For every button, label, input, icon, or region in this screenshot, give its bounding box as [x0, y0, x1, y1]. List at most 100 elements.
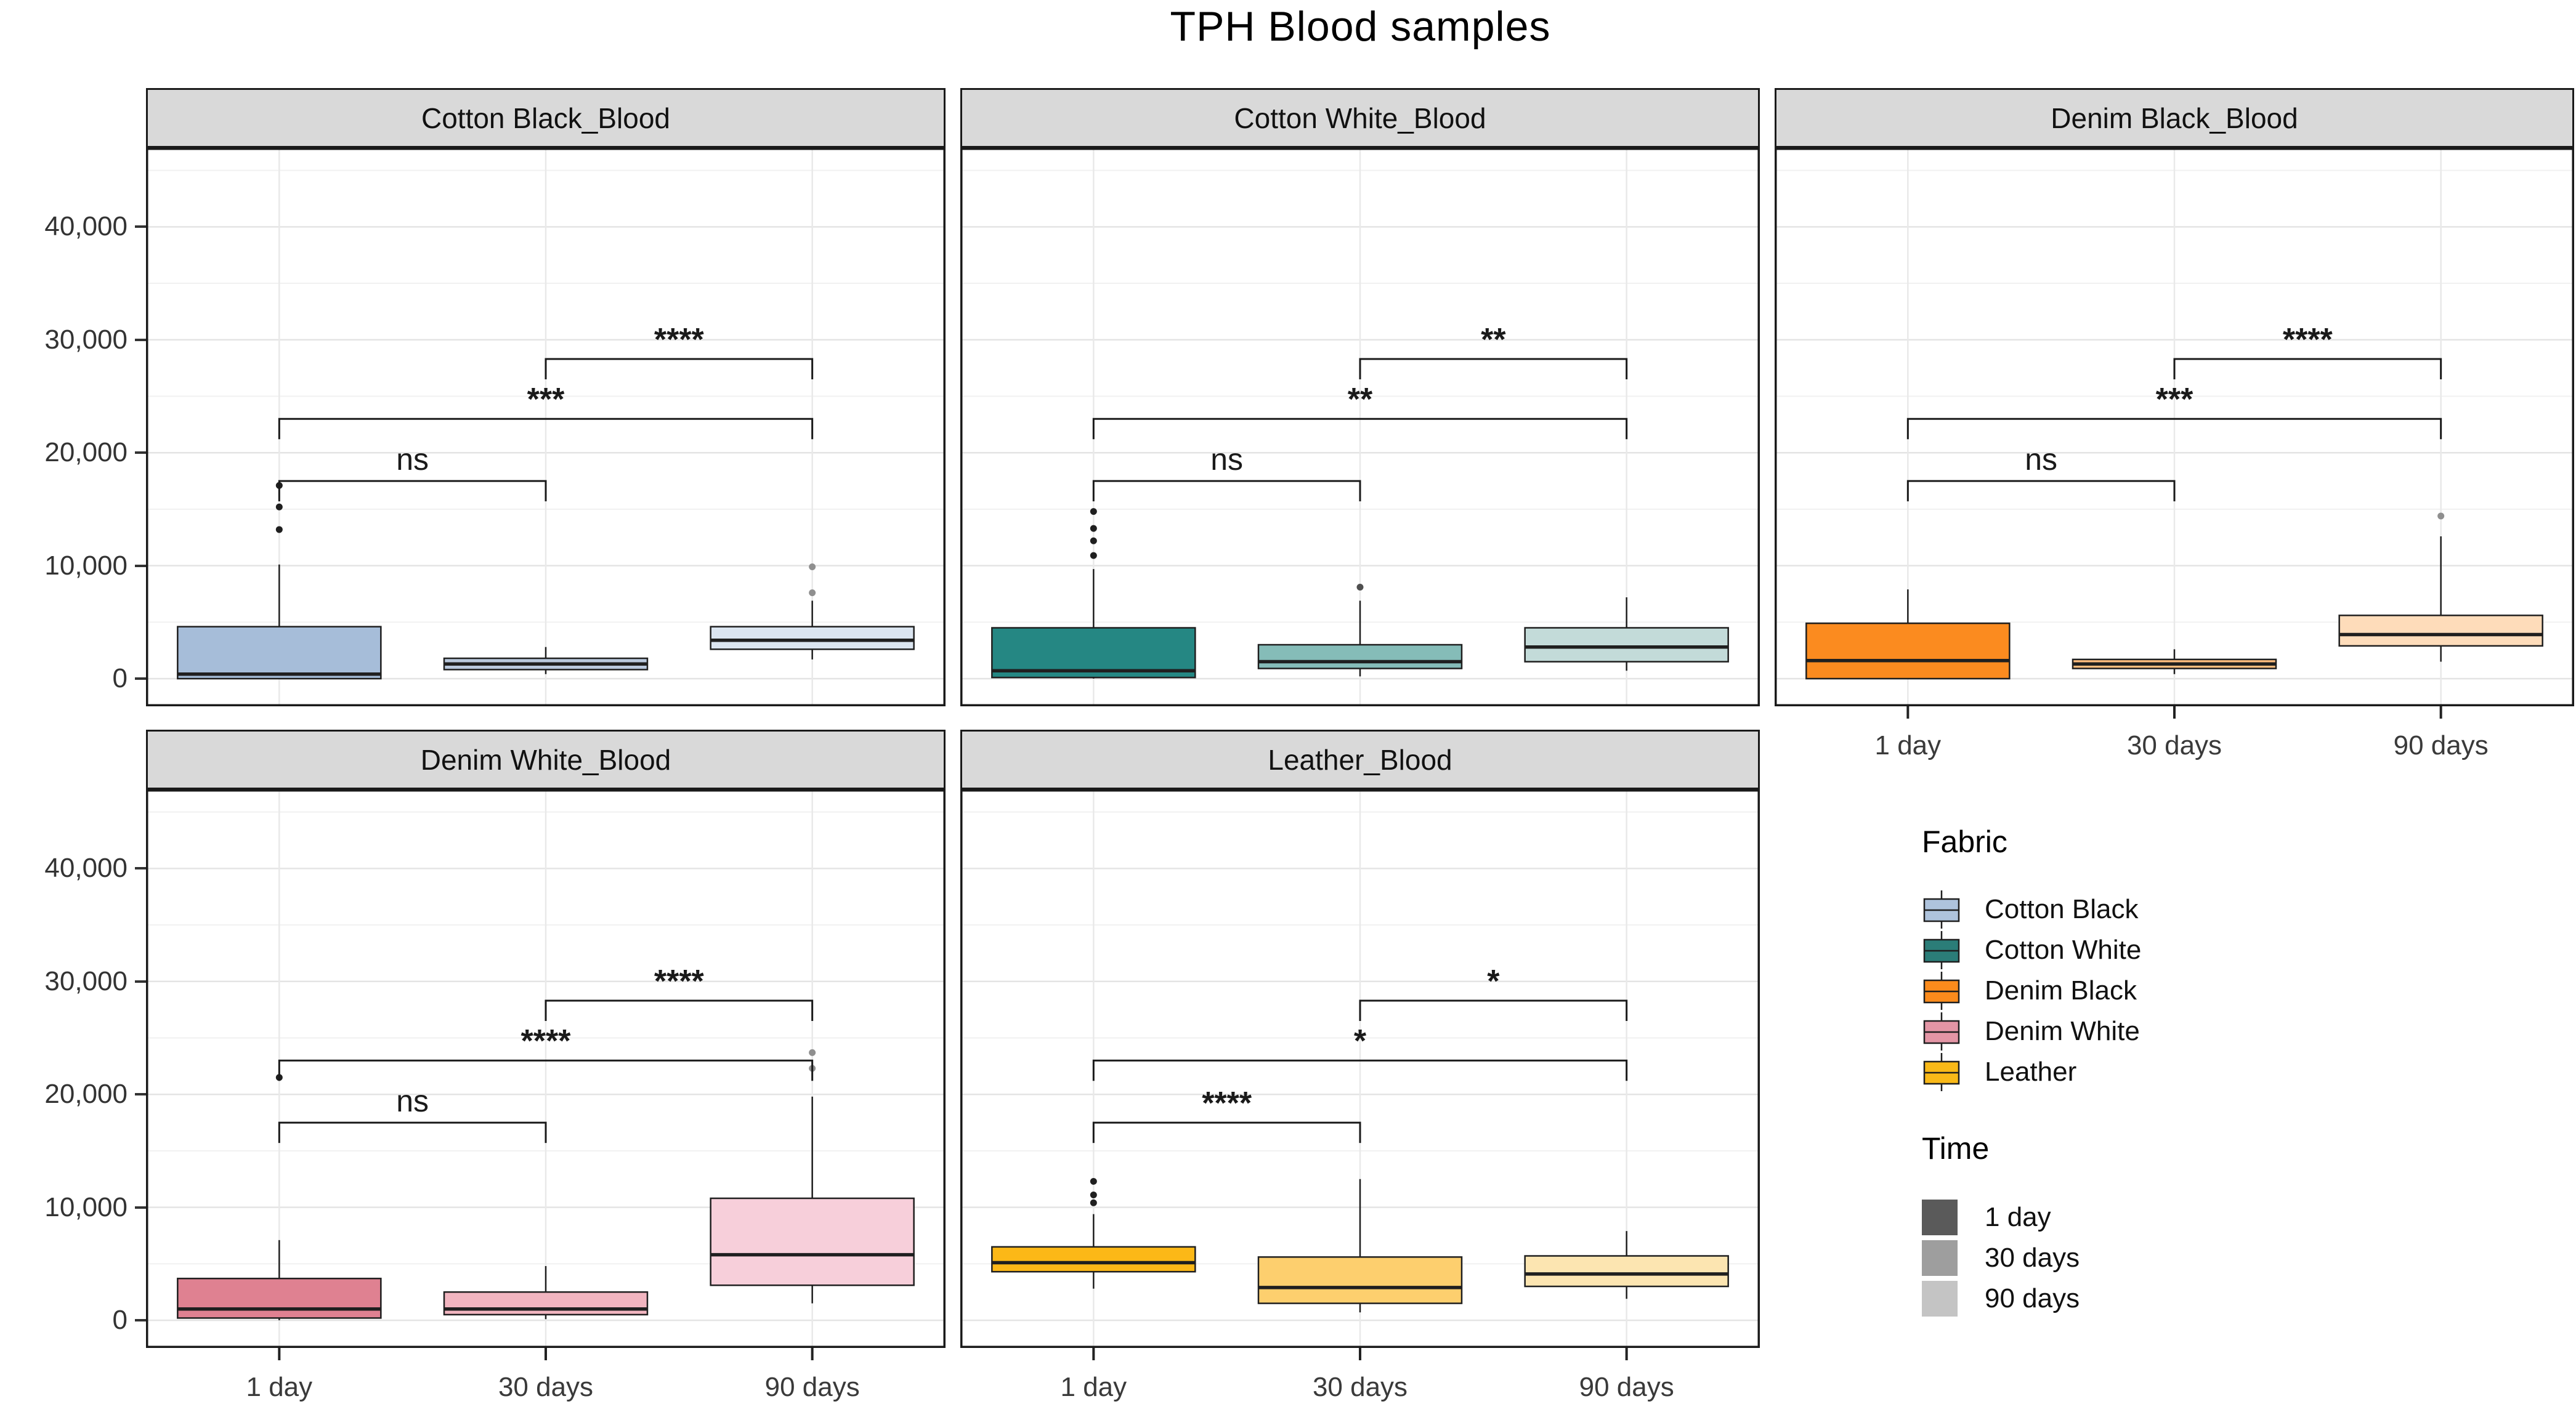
y-axis-tick [135, 1206, 146, 1209]
boxplot-key-icon [1923, 1053, 1960, 1091]
significance-bracket [278, 418, 814, 440]
significance-bracket [1359, 358, 1628, 380]
box [991, 1246, 1196, 1273]
significance-label: **** [654, 964, 705, 999]
y-axis-tick [135, 980, 146, 983]
significance-label: ** [1481, 322, 1506, 358]
x-axis-tick [1359, 1348, 1361, 1360]
facet-strip: Denim Black_Blood [1775, 88, 2574, 148]
facet-strip: Leather_Blood [960, 730, 1760, 789]
x-tick-label: 1 day [1875, 730, 1942, 760]
significance-bracket [1092, 418, 1628, 440]
boxplot-30-days [443, 647, 649, 674]
box [1805, 622, 2011, 680]
significance-label: **** [521, 1023, 572, 1059]
outlier-dot [1090, 552, 1097, 559]
time-swatch-icon [1922, 1240, 1958, 1276]
significance-bracket [1359, 999, 1628, 1022]
outlier-dot [1090, 1177, 1097, 1185]
x-axis-tick [1092, 1348, 1095, 1360]
significance-bracket [545, 999, 814, 1022]
panel-border [146, 789, 946, 1348]
legend-item-denim-black: Denim Black [1922, 970, 2427, 1011]
y-tick-label: 20,000 [44, 1079, 128, 1110]
y-tick-label: 0 [112, 663, 128, 694]
boxplot-30-days [1257, 583, 1463, 677]
legend-item-30-days: 30 days [1922, 1238, 2427, 1278]
legend-item-cotton-black: Cotton Black [1922, 889, 2427, 930]
significance-bracket [545, 358, 814, 380]
outlier-dot [809, 1049, 816, 1056]
boxplot-1-day [991, 508, 1196, 679]
facet-strip: Cotton White_Blood [960, 88, 1760, 148]
y-tick-label: 20,000 [44, 437, 128, 468]
boxplot-90-days [1524, 1231, 1729, 1299]
y-axis-tick [135, 677, 146, 680]
y-axis-tick [135, 1319, 146, 1322]
facet-strip: Denim White_Blood [146, 730, 946, 789]
legend-item-denim-white: Denim White [1922, 1011, 2427, 1052]
significance-label: ns [396, 1084, 429, 1118]
facet-strip-title: Leather_Blood [1268, 743, 1452, 776]
legend-label: Cotton White [1985, 935, 2142, 965]
significance-label: **** [654, 322, 705, 358]
box [710, 1197, 915, 1286]
x-axis-tick [2173, 706, 2176, 719]
boxplot-30-days [2072, 649, 2277, 674]
y-axis-tick [135, 1093, 146, 1096]
y-tick-label: 30,000 [44, 966, 128, 996]
significance-label: ** [1348, 382, 1373, 418]
significance-bracket [1092, 1059, 1628, 1081]
y-axis-tick [135, 867, 146, 870]
legend-label: Denim Black [1985, 975, 2137, 1006]
significance-bracket [1092, 1121, 1361, 1144]
outlier-dot [1090, 508, 1097, 515]
outlier-dot [1356, 583, 1364, 591]
plot-title: TPH Blood samples [1170, 3, 1551, 50]
box [177, 1277, 382, 1319]
facet-strip: Cotton Black_Blood [146, 88, 946, 148]
panel-border [1775, 148, 2574, 706]
boxplot-key-icon [1923, 931, 1960, 969]
significance-label: ns [1210, 442, 1243, 477]
x-tick-label: 90 days [765, 1372, 860, 1402]
legend-item-90-days: 90 days [1922, 1278, 2427, 1319]
y-tick-label: 0 [112, 1305, 128, 1336]
significance-label: * [1487, 964, 1500, 999]
legend-label: 1 day [1985, 1202, 2051, 1232]
x-tick-label: 30 days [498, 1372, 593, 1402]
facet-panel: ns **** **** 1 day 30 days 90 days [146, 789, 946, 1402]
significance-label: ns [396, 442, 429, 477]
significance-label: *** [527, 382, 565, 418]
legend-label: 30 days [1985, 1243, 2080, 1273]
outlier-dot [2437, 512, 2445, 520]
outlier-dot [1090, 537, 1097, 544]
facet-panel: ns ** ** [960, 148, 1760, 706]
y-tick-label: 40,000 [44, 853, 128, 884]
box [2338, 615, 2543, 647]
legend-item-1-day: 1 day [1922, 1197, 2427, 1238]
y-tick-label: 30,000 [44, 324, 128, 355]
legend: Fabric Cotton Black Cotton White [1922, 824, 2427, 1319]
x-tick-label: 1 day [246, 1372, 313, 1402]
outlier-dot [809, 589, 816, 597]
x-axis-tick [2439, 706, 2442, 719]
significance-bracket [278, 1121, 547, 1144]
x-axis-tick [278, 1348, 281, 1360]
x-axis-tick [1906, 706, 1910, 719]
boxplot-1-day [1805, 589, 2011, 680]
boxplot-key-icon [1923, 1012, 1960, 1051]
significance-label: * [1354, 1023, 1367, 1059]
facet-strip-title: Cotton White_Blood [1234, 102, 1486, 134]
box [1524, 1255, 1729, 1288]
x-axis-tick [545, 1348, 547, 1360]
legend-label: Cotton Black [1985, 894, 2139, 924]
y-axis-tick [135, 564, 146, 567]
significance-label: **** [2283, 322, 2333, 358]
facet-strip-title: Denim White_Blood [420, 743, 671, 776]
legend-label: Leather [1985, 1057, 2077, 1087]
outlier-dot [1090, 1199, 1097, 1206]
boxplot-90-days [710, 563, 915, 660]
box [1257, 643, 1463, 669]
